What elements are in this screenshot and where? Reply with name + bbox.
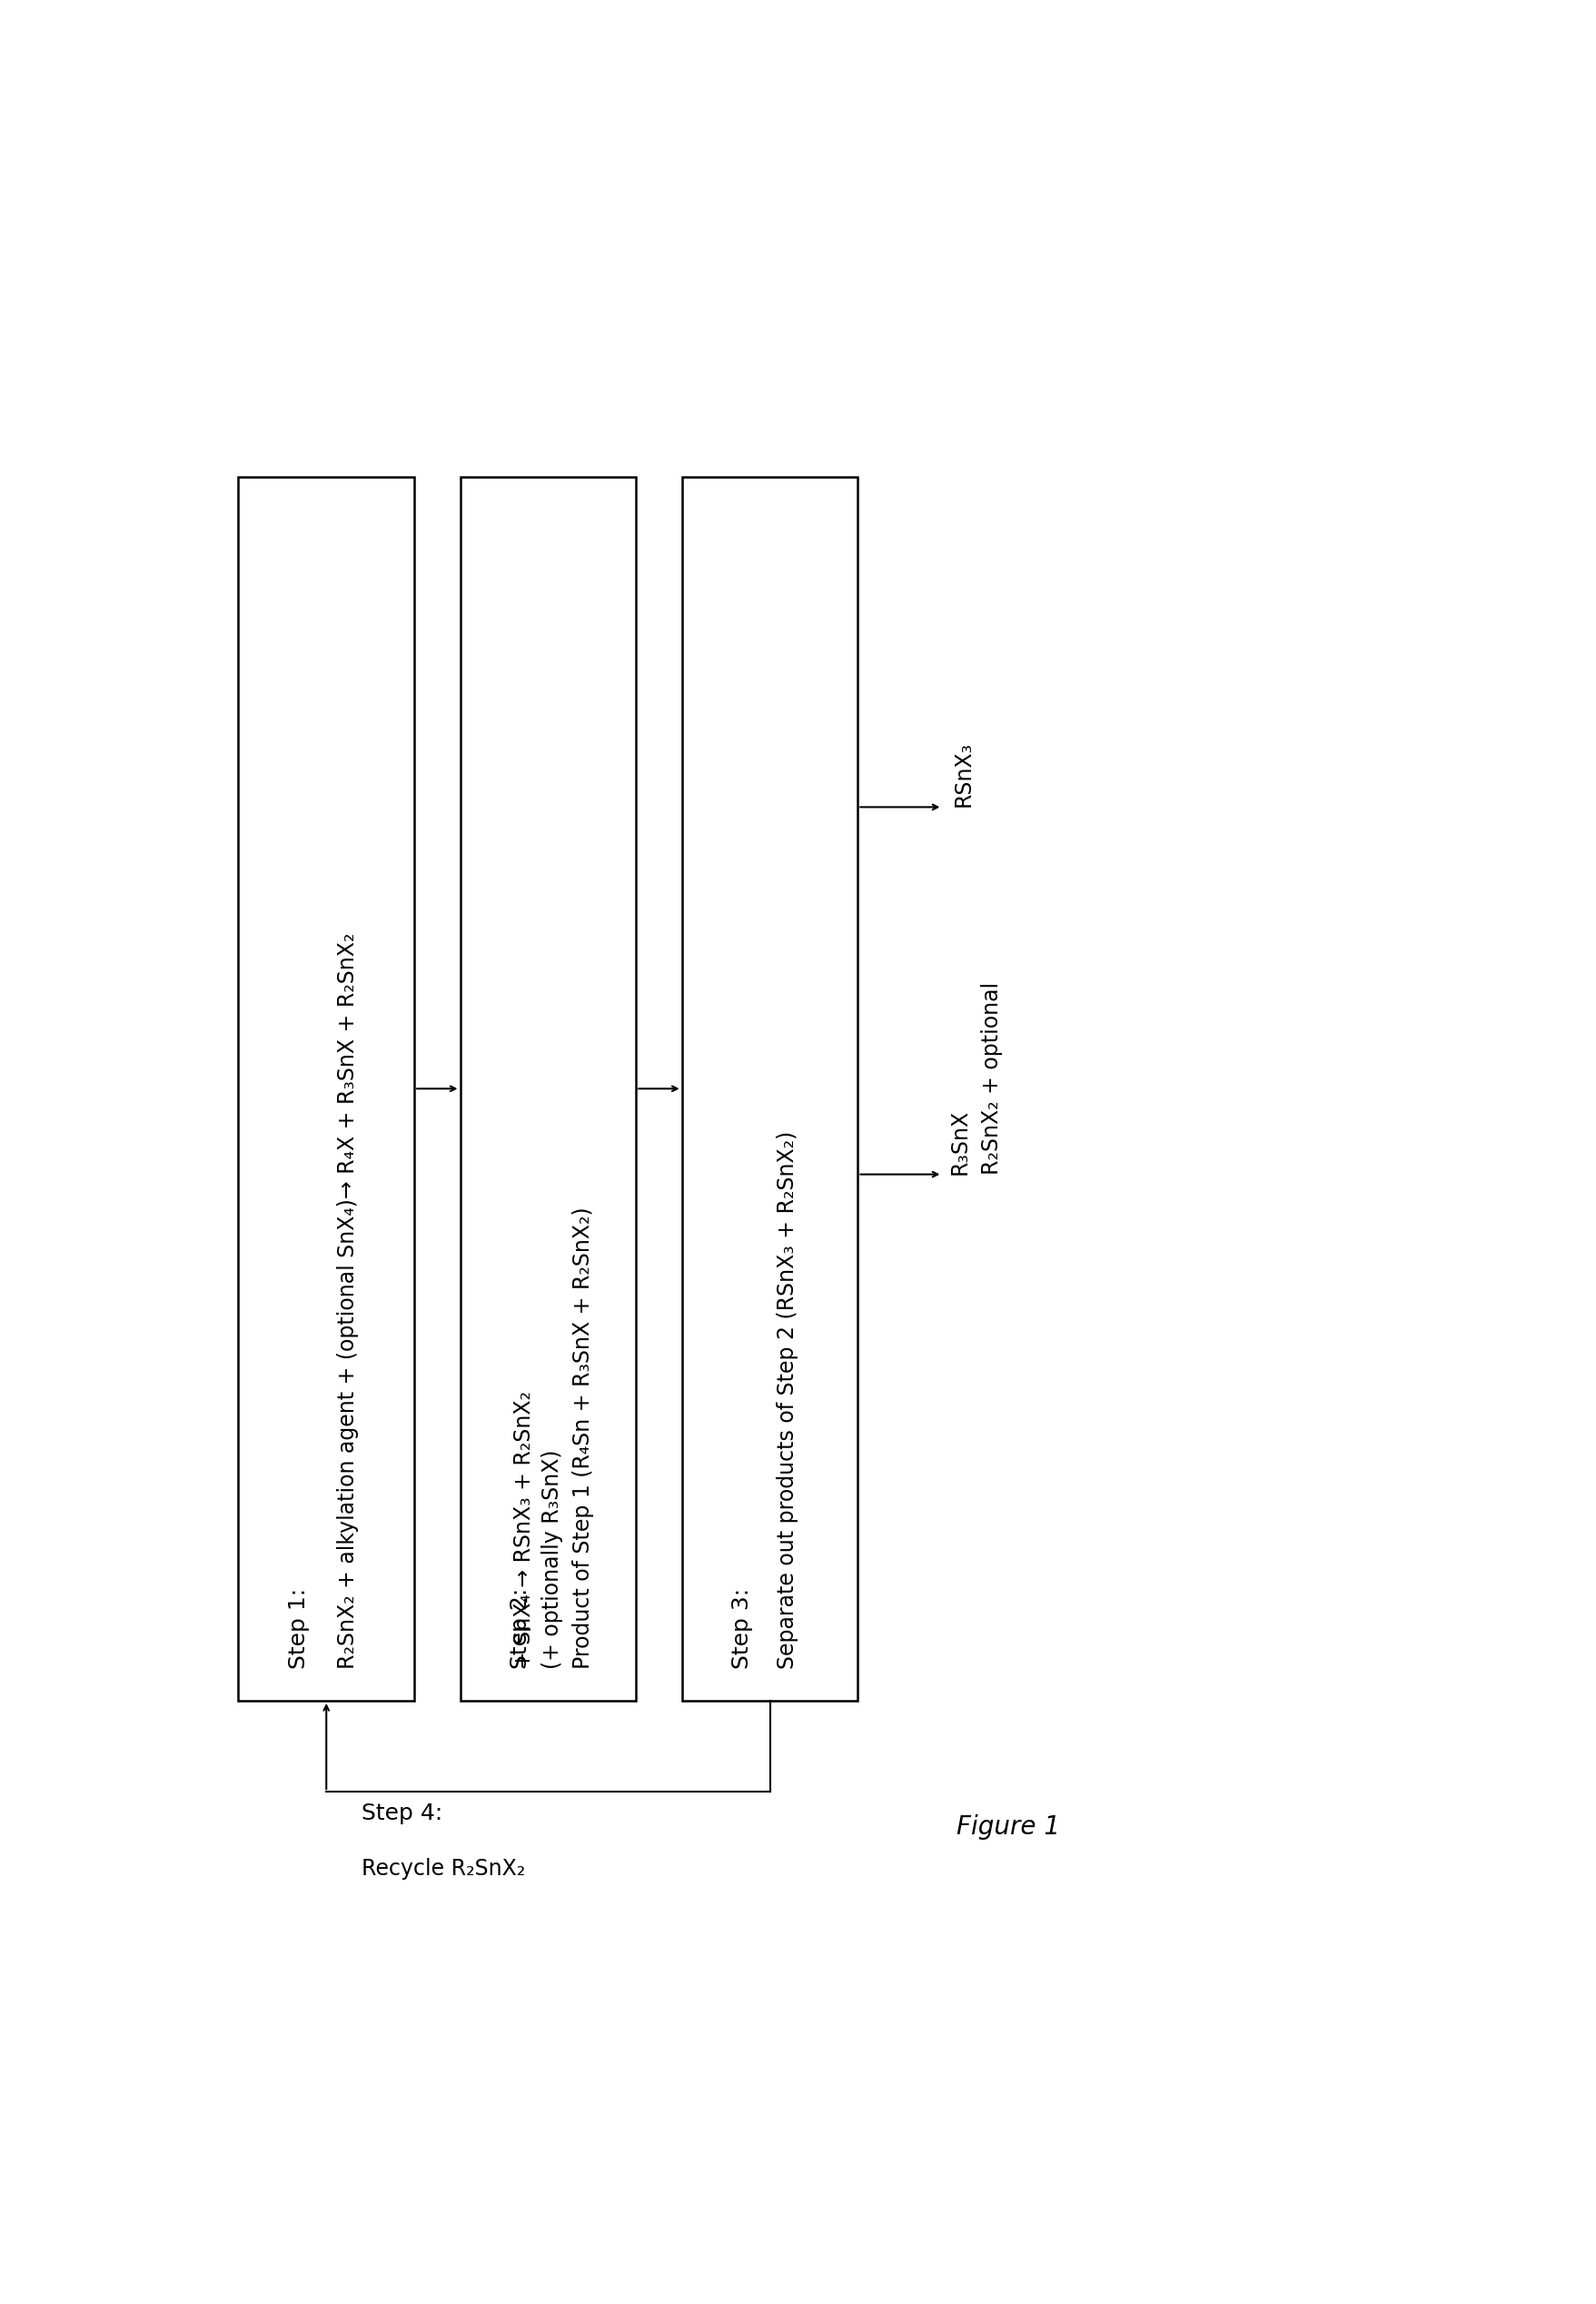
Bar [681,477,857,1700]
Text: R₂SnX₂ + alkylation agent + (optional SnX₄)→ R₄X + R₃SnX + R₂SnX₂: R₂SnX₂ + alkylation agent + (optional Sn… [337,933,359,1670]
Text: Separate out products of Step 2 (RSnX₃ + R₂SnX₂): Separate out products of Step 2 (RSnX₃ +… [776,1131,798,1670]
Text: Figure 1: Figure 1 [956,1813,1060,1839]
Text: Step 1:: Step 1: [287,1587,310,1670]
Bar [460,477,635,1700]
Text: Step 3:: Step 3: [731,1587,752,1670]
Text: (+ optionally R₃SnX): (+ optionally R₃SnX) [541,1449,562,1670]
Text: R₂SnX₂ + optional: R₂SnX₂ + optional [980,982,1002,1175]
Bar [238,477,413,1700]
Text: + SnX₄ → RSnX₃ + R₂SnX₂: + SnX₄ → RSnX₃ + R₂SnX₂ [512,1392,535,1670]
Text: Step 4:: Step 4: [361,1802,442,1825]
Text: Step 2:: Step 2: [509,1587,531,1670]
Text: RSnX₃: RSnX₃ [953,742,974,806]
Text: R₃SnX: R₃SnX [948,1108,970,1175]
Text: Recycle R₂SnX₂: Recycle R₂SnX₂ [361,1859,525,1880]
Text: Product of Step 1 (R₄Sn + R₃SnX + R₂SnX₂): Product of Step 1 (R₄Sn + R₃SnX + R₂SnX₂… [573,1207,594,1670]
